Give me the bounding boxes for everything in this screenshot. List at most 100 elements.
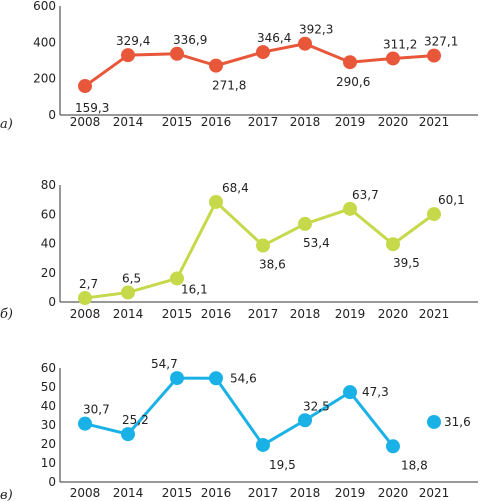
series-line-segment bbox=[261, 418, 307, 447]
data-label: 31,6 bbox=[444, 415, 471, 429]
data-label: 47,3 bbox=[362, 385, 389, 399]
x-tick-label: 2008 bbox=[70, 115, 101, 129]
data-point bbox=[256, 45, 270, 60]
data-label: 68,4 bbox=[222, 181, 249, 195]
x-tick-label: 2021 bbox=[419, 115, 450, 129]
panel-label: а) bbox=[0, 117, 13, 132]
data-label: 60,1 bbox=[438, 193, 465, 207]
y-tick-label: 80 bbox=[41, 178, 56, 192]
x-tick-label: 2017 bbox=[248, 486, 279, 500]
data-label: 53,4 bbox=[303, 236, 330, 250]
data-label: 346,4 bbox=[257, 31, 291, 45]
series-line-segment bbox=[214, 376, 265, 447]
data-label: 25,2 bbox=[122, 413, 149, 427]
data-label: 2,7 bbox=[79, 277, 98, 291]
series-line-segment bbox=[214, 50, 265, 68]
data-label: 54,6 bbox=[230, 371, 257, 385]
panel-label: б) bbox=[0, 307, 13, 322]
x-tick-label: 2008 bbox=[70, 307, 101, 321]
y-tick-label: 20 bbox=[41, 266, 56, 280]
y-tick-label: 20 bbox=[41, 437, 56, 451]
data-point bbox=[121, 285, 135, 300]
data-point bbox=[121, 48, 135, 63]
data-point bbox=[170, 271, 184, 286]
data-point bbox=[298, 413, 312, 428]
y-tick-label: 40 bbox=[41, 399, 56, 413]
data-label: 392,3 bbox=[299, 23, 333, 37]
x-tick-label: 2016 bbox=[201, 307, 232, 321]
series-line-segment bbox=[348, 390, 395, 448]
data-label: 39,5 bbox=[393, 256, 420, 270]
y-tick-label: 40 bbox=[41, 237, 56, 251]
x-tick-label: 2015 bbox=[162, 115, 193, 129]
data-point bbox=[386, 237, 400, 252]
y-tick-label: 60 bbox=[41, 361, 56, 375]
x-tick-label: 2020 bbox=[378, 307, 409, 321]
x-tick-label: 2020 bbox=[378, 486, 409, 500]
data-point bbox=[427, 48, 441, 63]
y-tick-label: 600 bbox=[33, 0, 56, 13]
data-point bbox=[78, 291, 92, 306]
x-tick-label: 2019 bbox=[335, 115, 366, 129]
data-label: 271,8 bbox=[212, 79, 246, 93]
y-tick-label: 10 bbox=[41, 456, 56, 470]
x-tick-label: 2021 bbox=[419, 486, 450, 500]
data-point bbox=[427, 207, 441, 222]
panel-label: в) bbox=[0, 488, 13, 501]
y-tick-label: 50 bbox=[41, 380, 56, 394]
data-label: 32,5 bbox=[303, 399, 330, 413]
data-label: 336,9 bbox=[173, 33, 207, 47]
series-line-segment bbox=[303, 390, 352, 422]
x-tick-label: 2015 bbox=[162, 307, 193, 321]
data-label: 290,6 bbox=[336, 75, 370, 89]
data-label: 63,7 bbox=[352, 188, 379, 202]
data-point bbox=[427, 414, 441, 429]
data-label: 38,6 bbox=[259, 258, 286, 272]
series-line-segment bbox=[391, 212, 436, 246]
data-point bbox=[343, 201, 357, 216]
data-point bbox=[121, 427, 135, 442]
series-line-segment bbox=[83, 290, 130, 300]
series-line-segment bbox=[126, 276, 179, 294]
x-tick-label: 2019 bbox=[335, 307, 366, 321]
y-tick-label: 60 bbox=[41, 207, 56, 221]
data-label: 327,1 bbox=[424, 35, 458, 49]
x-tick-label: 2017 bbox=[248, 307, 279, 321]
chart-panel-2: 0 20 40 60 80 2008 2014 2015 2016 2017 2018 2019 202… bbox=[0, 178, 478, 322]
data-label: 159,3 bbox=[75, 101, 109, 115]
data-label: 329,4 bbox=[116, 34, 150, 48]
data-label: 30,7 bbox=[83, 403, 110, 417]
x-tick-label: 2017 bbox=[248, 115, 279, 129]
data-label: 19,5 bbox=[269, 458, 296, 472]
x-tick-label: 2021 bbox=[419, 307, 450, 321]
data-label: 311,2 bbox=[383, 37, 417, 51]
x-tick-label: 2020 bbox=[378, 115, 409, 129]
series-line-segment bbox=[126, 52, 179, 57]
data-label: 16,1 bbox=[181, 282, 208, 296]
y-tick-label: 30 bbox=[41, 418, 56, 432]
data-point bbox=[386, 51, 400, 66]
y-tick-label: 0 bbox=[48, 108, 56, 122]
data-point bbox=[209, 371, 223, 386]
y-tick-label: 200 bbox=[33, 72, 56, 86]
data-point bbox=[343, 385, 357, 400]
data-point bbox=[78, 79, 92, 94]
x-tick-label: 2014 bbox=[113, 307, 144, 321]
x-tick-label: 2016 bbox=[201, 486, 232, 500]
x-tick-label: 2019 bbox=[335, 486, 366, 500]
data-label: 18,8 bbox=[401, 458, 428, 472]
data-point bbox=[343, 55, 357, 70]
data-point bbox=[256, 437, 270, 452]
y-tick-label: 0 bbox=[48, 295, 56, 309]
series-line-segment bbox=[303, 42, 352, 64]
x-tick-label: 2014 bbox=[113, 115, 144, 129]
y-tick-label: 400 bbox=[33, 35, 56, 49]
series-line-segment bbox=[83, 53, 130, 88]
data-point bbox=[386, 439, 400, 454]
data-point bbox=[298, 36, 312, 51]
data-point bbox=[170, 46, 184, 61]
series-line-segment bbox=[261, 42, 307, 54]
chart-panel-1: 0 200 400 600 2008 2014 2015 2016 2017 2018 2019 20… bbox=[0, 0, 478, 132]
series-line-segment bbox=[348, 56, 395, 64]
